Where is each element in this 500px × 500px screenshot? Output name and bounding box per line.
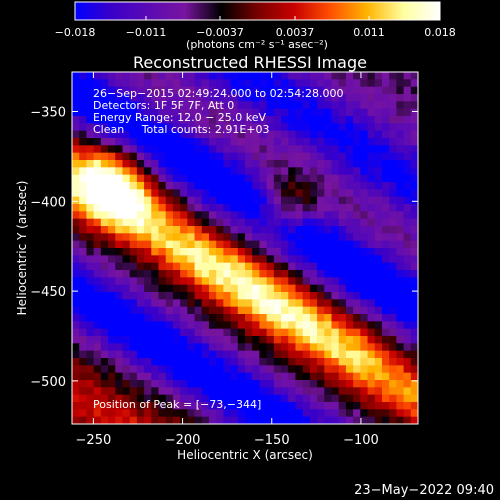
annotation-time-range: 26−Sep−2015 02:49:24.000 to 02:54:28.000 <box>93 87 343 100</box>
colorbar-tick-label: 0.011 <box>353 26 385 39</box>
x-axis-label: Heliocentric X (arcsec) <box>177 448 313 462</box>
y-axis-label: Heliocentric Y (arcsec) <box>15 181 29 316</box>
y-tick-label: −350 <box>30 106 66 121</box>
colorbar-tick-label: −0.011 <box>126 26 167 39</box>
y-tick-label: −450 <box>30 285 66 300</box>
x-tick-label: −150 <box>254 433 290 448</box>
y-axis-ticks: −350 −400 −450 −500 <box>30 106 418 390</box>
annotation-energy-range: Energy Range: 12.0 − 25.0 keV <box>93 111 267 124</box>
annotation-detectors: Detectors: 1F 5F 7F, Att 0 <box>93 99 234 112</box>
colorbar-unit-label: (photons cm⁻² s⁻¹ asec⁻²) <box>186 38 328 51</box>
x-tick-label: −100 <box>343 433 379 448</box>
x-axis-ticks: −250 −200 −150 −100 <box>76 72 379 448</box>
annotation-block: 26−Sep−2015 02:49:24.000 to 02:54:28.000… <box>93 87 343 136</box>
colorbar-tick-label: 0.018 <box>424 26 456 39</box>
colorbar-tick-label: 0.0037 <box>276 26 315 39</box>
peak-position-label: Position of Peak = [−73,−344] <box>93 398 261 411</box>
plot-frame <box>71 71 419 425</box>
chart-title: Reconstructed RHESSI Image <box>133 53 367 72</box>
x-tick-label: −200 <box>165 433 201 448</box>
colorbar-tick-label: −0.0037 <box>196 26 244 39</box>
colorbar <box>74 1 441 21</box>
footer-date: 23−May−2022 09:40 <box>354 483 494 498</box>
colorbar-ticks: −0.018 −0.011 −0.0037 0.0037 0.011 0.018 <box>55 16 456 39</box>
x-tick-label: −250 <box>76 433 112 448</box>
heatmap-image <box>72 72 418 424</box>
y-tick-label: −400 <box>30 195 66 210</box>
colorbar-tick-label: −0.018 <box>55 26 96 39</box>
y-tick-label: −500 <box>30 375 66 390</box>
annotation-clean-counts: Clean Total counts: 2.91E+03 <box>93 123 270 136</box>
